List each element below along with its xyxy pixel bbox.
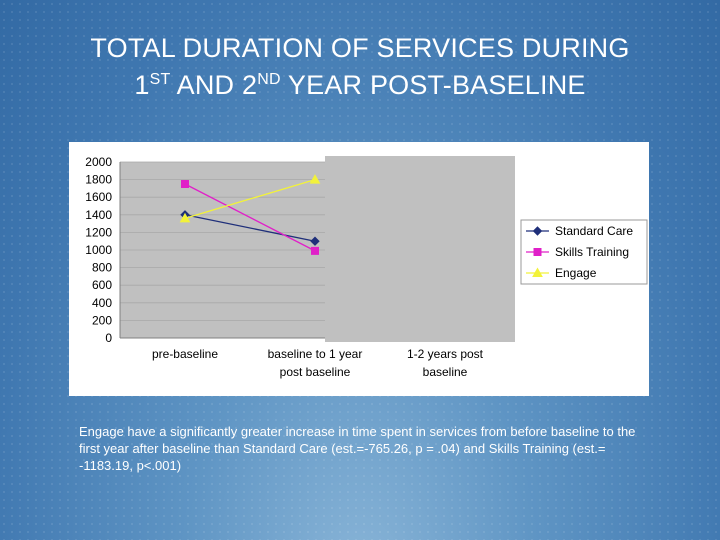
legend-label-0: Standard Care	[555, 224, 633, 238]
line-chart: 0 200 400 600 800 1000 1200 1400 1600 1800 2000 pre…	[85, 155, 648, 379]
x-tick-label: 1-2 years post	[407, 347, 484, 361]
legend-label-2: Engage	[555, 266, 597, 280]
title-line-1: TOTAL DURATION OF SERVICES DURING	[90, 33, 630, 63]
data-point-series-0	[310, 236, 320, 246]
title-line-2: 1ST AND 2ND YEAR POST-BASELINE	[0, 67, 720, 104]
title-superscript-nd: ND	[257, 71, 281, 88]
y-tick-label: 2000	[85, 155, 112, 169]
y-tick-label: 600	[92, 278, 112, 292]
x-tick-label: post baseline	[280, 365, 351, 379]
y-tick-label: 200	[92, 313, 112, 327]
legend-marker-2	[532, 267, 543, 277]
y-tick-label: 800	[92, 261, 112, 275]
legend-marker-0	[532, 226, 543, 236]
chart-caption: Engage have a significantly greater incr…	[79, 424, 636, 473]
legend-marker-1	[533, 248, 542, 256]
y-tick-label: 1200	[85, 225, 112, 239]
data-point-series-2	[309, 174, 321, 184]
title-ordinal-2: AND 2	[170, 70, 258, 100]
y-tick-label: 1600	[85, 190, 112, 204]
y-tick-label: 1800	[85, 173, 112, 187]
occluding-overlay-panel	[325, 156, 515, 342]
title-superscript-st: ST	[149, 71, 171, 88]
x-tick-label: baseline	[423, 365, 468, 379]
x-tick-label: baseline to 1 year	[268, 347, 363, 361]
series-line-2	[184, 178, 316, 219]
series-line-0	[184, 214, 316, 242]
data-point-series-1	[181, 180, 189, 188]
y-tick-label: 0	[105, 331, 112, 345]
y-tick-label: 400	[92, 296, 112, 310]
legend-label-1: Skills Training	[555, 245, 629, 259]
y-tick-label: 1400	[85, 208, 112, 222]
x-tick-label: pre-baseline	[152, 347, 218, 361]
y-tick-label: 1000	[85, 243, 112, 257]
title-rest: YEAR POST-BASELINE	[280, 70, 586, 100]
series-line-1	[184, 183, 316, 252]
slide-title: TOTAL DURATION OF SERVICES DURING 1ST AN…	[0, 30, 720, 104]
data-point-series-1	[311, 246, 319, 255]
title-ordinal-1: 1	[134, 70, 150, 100]
chart-panel: 0 200 400 600 800 1000 1200 1400 1600 1800 2000 pre…	[69, 142, 649, 396]
data-point-series-2	[179, 212, 191, 223]
